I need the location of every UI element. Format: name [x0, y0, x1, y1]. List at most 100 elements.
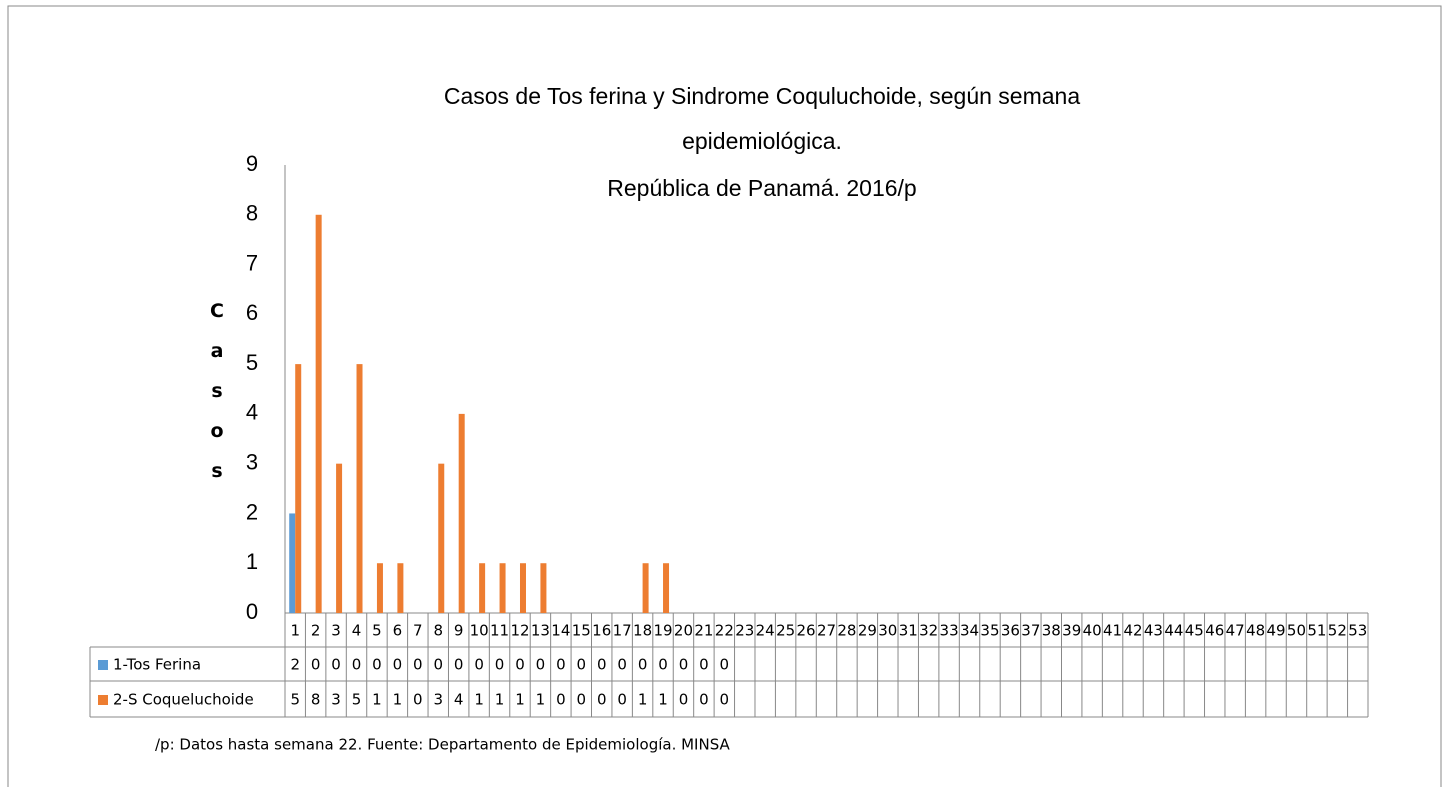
bar [376, 563, 383, 613]
table-value: 0 [720, 656, 730, 674]
bar [438, 463, 445, 613]
footnote: /p: Datos hasta semana 22. Fuente: Depar… [155, 736, 730, 754]
table-value: 0 [474, 656, 484, 674]
x-tick-label: 22 [715, 622, 734, 640]
table-value: 0 [515, 656, 525, 674]
table-value: 0 [699, 691, 709, 709]
bar [356, 364, 363, 613]
legend-swatch [98, 695, 108, 705]
legend-label: 2-S Coqueluchoide [113, 691, 254, 709]
table-value: 0 [679, 691, 689, 709]
table-value: 0 [658, 656, 668, 674]
chart-title: Casos de Tos ferina y Sindrome Coqulucho… [444, 83, 1080, 109]
chart-title: epidemiológica. [682, 128, 842, 154]
x-tick-label: 53 [1348, 622, 1367, 640]
x-tick-label: 33 [940, 622, 959, 640]
table-value: 0 [617, 691, 627, 709]
frame [7, 5, 1442, 787]
table-value: 2 [290, 656, 300, 674]
x-tick-label: 31 [899, 622, 918, 640]
table-value: 0 [433, 656, 443, 674]
x-tick-label: 6 [393, 622, 403, 640]
y-tick-label: 8 [246, 201, 258, 226]
x-tick-label: 42 [1123, 622, 1142, 640]
x-tick-label: 28 [837, 622, 856, 640]
x-tick-label: 19 [653, 622, 672, 640]
table-value: 1 [658, 691, 668, 709]
table-value: 1 [474, 691, 484, 709]
table-value: 1 [372, 691, 382, 709]
bar [519, 563, 526, 613]
table-value: 5 [352, 691, 362, 709]
table-value: 0 [597, 691, 607, 709]
x-tick-label: 23 [735, 622, 754, 640]
x-tick-label: 10 [470, 622, 489, 640]
bar [540, 563, 547, 613]
x-tick-label: 39 [1062, 622, 1081, 640]
x-tick-label: 12 [510, 622, 529, 640]
table-value: 0 [679, 656, 689, 674]
y-axis-label: Casos [206, 300, 228, 500]
bar [315, 214, 322, 613]
x-tick-label: 9 [454, 622, 464, 640]
bar [397, 563, 404, 613]
table-value: 0 [577, 691, 587, 709]
x-tick-label: 5 [372, 622, 382, 640]
table-value: 1 [515, 691, 525, 709]
x-tick-label: 37 [1021, 622, 1040, 640]
y-tick-label: 2 [246, 499, 258, 524]
chart-title: República de Panamá. 2016/p [607, 175, 916, 201]
x-tick-label: 21 [694, 622, 713, 640]
x-tick-label: 49 [1267, 622, 1286, 640]
y-tick-label: 4 [246, 400, 258, 425]
table-value: 0 [720, 691, 730, 709]
x-tick-label: 8 [433, 622, 443, 640]
x-tick-label: 14 [551, 622, 570, 640]
x-tick-label: 48 [1246, 622, 1265, 640]
table-value: 0 [556, 656, 566, 674]
x-tick-label: 52 [1328, 622, 1347, 640]
x-tick-label: 4 [352, 622, 362, 640]
x-tick-label: 30 [878, 622, 897, 640]
x-tick-label: 2 [311, 622, 321, 640]
x-tick-label: 24 [756, 622, 775, 640]
x-tick-label: 32 [919, 622, 938, 640]
legend-label: 1-Tos Ferina [113, 656, 201, 674]
x-tick-label: 36 [1001, 622, 1020, 640]
x-tick-label: 40 [1083, 622, 1102, 640]
table-value: 0 [393, 656, 403, 674]
table-value: 0 [454, 656, 464, 674]
x-tick-label: 35 [980, 622, 999, 640]
x-tick-label: 45 [1185, 622, 1204, 640]
bar [295, 364, 302, 613]
x-tick-label: 7 [413, 622, 423, 640]
table-value: 0 [413, 656, 423, 674]
table-value: 0 [536, 656, 546, 674]
table-value: 0 [597, 656, 607, 674]
y-tick-label: 1 [246, 549, 258, 574]
y-tick-label: 7 [246, 250, 258, 275]
table-value: 5 [290, 691, 300, 709]
x-tick-label: 1 [290, 622, 300, 640]
table-value: 4 [454, 691, 464, 709]
table-value: 3 [433, 691, 443, 709]
bar [663, 563, 670, 613]
x-tick-label: 50 [1287, 622, 1306, 640]
y-tick-label: 9 [246, 151, 258, 176]
table-value: 0 [413, 691, 423, 709]
y-tick-label: 3 [246, 449, 258, 474]
y-tick-label: 6 [246, 300, 258, 325]
legend-swatch [98, 660, 108, 670]
x-tick-label: 51 [1307, 622, 1326, 640]
x-tick-label: 13 [531, 622, 550, 640]
bar [336, 463, 343, 613]
table-value: 0 [617, 656, 627, 674]
bar [458, 413, 465, 613]
bar [289, 513, 296, 613]
bar [479, 563, 486, 613]
table-value: 8 [311, 691, 321, 709]
table-value: 0 [331, 656, 341, 674]
x-tick-label: 20 [674, 622, 693, 640]
x-tick-label: 18 [633, 622, 652, 640]
